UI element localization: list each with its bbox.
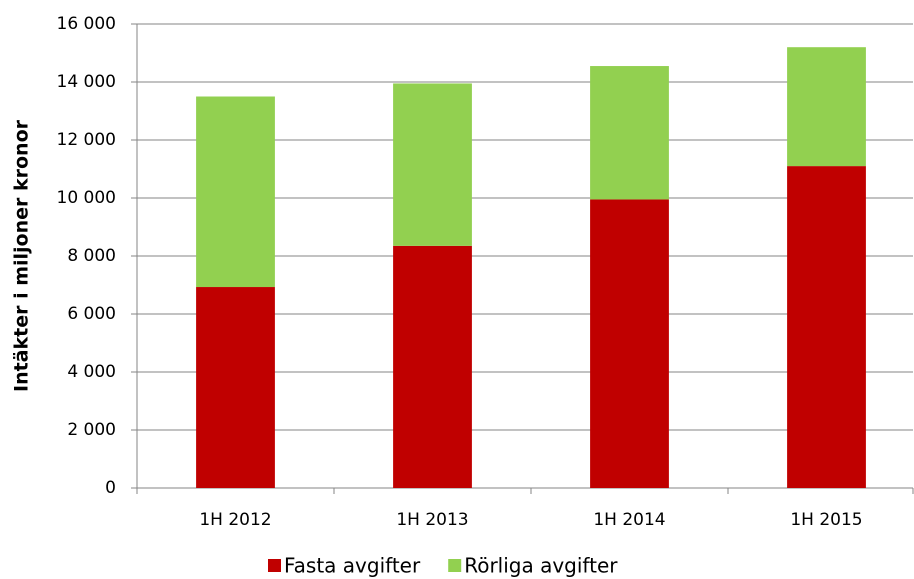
bar-segment [787, 47, 866, 167]
legend-swatch [268, 559, 281, 572]
y-tick-label: 2 000 [67, 420, 116, 440]
bar-segment [787, 166, 866, 488]
x-tick-label: 1H 2014 [593, 510, 665, 530]
bar-segment [393, 245, 472, 488]
y-axis-title: Intäkter i miljoner kronor [11, 119, 33, 392]
y-tick-label: 0 [105, 478, 116, 498]
y-tick-label: 4 000 [67, 362, 116, 382]
legend-swatch [448, 559, 462, 572]
bar-segment [590, 66, 669, 200]
legend-label: Fasta avgifter [284, 554, 421, 578]
legend-label: Rörliga avgifter [464, 554, 618, 578]
x-tick-label: 1H 2015 [790, 510, 862, 530]
y-tick-label: 10 000 [57, 188, 116, 208]
bar-segment [393, 83, 472, 246]
y-tick-label: 16 000 [57, 14, 116, 34]
y-tick-label: 12 000 [57, 130, 116, 150]
y-tick-label: 8 000 [67, 246, 116, 266]
bar-segment [196, 96, 275, 288]
bar-segment [590, 199, 669, 488]
bar-segment [196, 287, 275, 488]
x-tick-label: 1H 2012 [199, 510, 271, 530]
y-tick-label: 14 000 [57, 72, 116, 92]
y-tick-label: 6 000 [67, 304, 116, 324]
x-tick-label: 1H 2013 [396, 510, 468, 530]
